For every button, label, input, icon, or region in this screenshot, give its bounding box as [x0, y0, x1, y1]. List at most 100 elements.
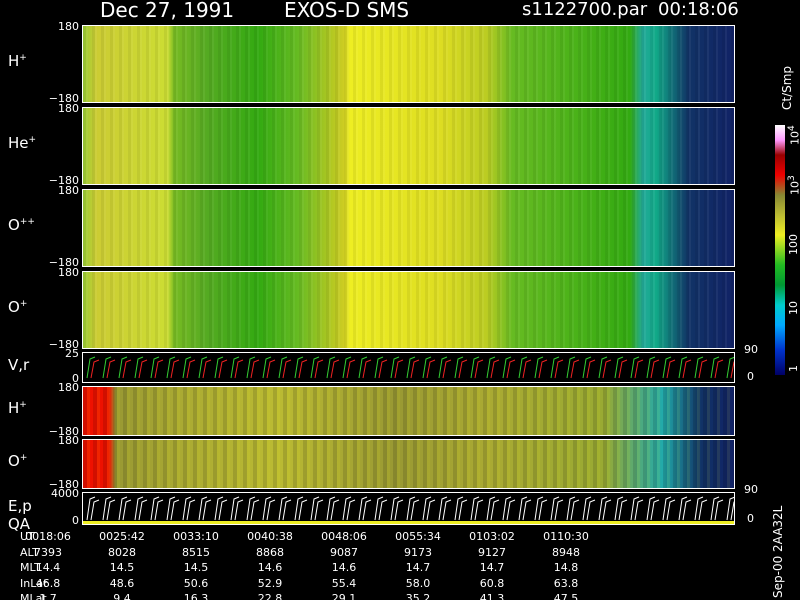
charge: +	[19, 453, 28, 463]
sawtooth-trace	[83, 496, 740, 524]
cell: 47.5	[553, 592, 579, 600]
panel-spec	[82, 107, 735, 185]
panel-label: He+	[8, 136, 36, 151]
cell: 14.7	[405, 561, 431, 574]
axis-top-label: 180	[58, 20, 79, 33]
axis-bottom-label: −180	[48, 338, 79, 351]
panel-label: O++	[8, 218, 35, 233]
cell: 7393	[34, 545, 62, 559]
sawtooth-trace	[86, 356, 740, 379]
panel-lines	[82, 352, 740, 383]
tick-exp: 4	[787, 125, 797, 131]
cell: 8515	[182, 545, 210, 559]
cell: 0048:06	[321, 530, 367, 543]
color-bar-tick: 100	[787, 234, 800, 255]
cell: 60.8	[479, 576, 505, 590]
right-top-label: 90	[744, 343, 758, 356]
cell: 46.8	[35, 576, 61, 590]
charge: +	[28, 135, 37, 145]
row-label: ALT	[20, 545, 39, 559]
panel-label: E,p	[8, 496, 32, 515]
ion: H	[8, 399, 20, 417]
axis-bottom-label: −180	[48, 92, 79, 105]
title-instrument: EXOS-D SMS	[284, 0, 410, 22]
cell: 14.4	[35, 561, 61, 574]
panel-olive	[82, 386, 735, 436]
tick-exp: 3	[787, 175, 797, 181]
right-top-label: 90	[744, 483, 758, 496]
charge: ++	[19, 217, 35, 227]
ion: E,p	[8, 496, 32, 515]
axis-bottom-label: −180	[48, 256, 79, 269]
panel-spec	[82, 271, 735, 349]
cell: 0018:06	[25, 530, 71, 543]
cell: 48.6	[109, 576, 135, 590]
axis-top-label: 180	[58, 184, 79, 197]
axis-top-label: 4000	[51, 487, 79, 500]
row-label: UT	[20, 530, 35, 543]
axis-bottom-label: 0	[72, 372, 79, 385]
cell: 16.3	[183, 592, 209, 600]
cell: 14.5	[109, 561, 135, 574]
color-bar-tick: 1	[787, 365, 800, 372]
cell: 8028	[108, 545, 136, 559]
panel-label: H+	[8, 401, 27, 416]
ion: V,r	[8, 355, 30, 374]
cell: 14.6	[331, 561, 357, 574]
trace	[90, 359, 740, 379]
cell: 0055:34	[395, 530, 441, 543]
axis-top-label: 180	[58, 434, 79, 447]
trace	[86, 356, 736, 379]
cell: 14.8	[553, 561, 579, 574]
axis-top-label: 180	[58, 102, 79, 115]
cell: 0110:30	[543, 530, 589, 543]
axis-bottom-label: 0	[72, 514, 79, 527]
panel-spec	[82, 25, 735, 103]
cell: 35.2	[405, 592, 431, 600]
tick-base: 10	[788, 131, 800, 145]
tick-base: 10	[787, 301, 800, 315]
cell: 9.4	[113, 592, 131, 600]
row-label: InLat	[20, 576, 48, 590]
tick-base: 100	[787, 234, 800, 255]
right-bottom-label: 0	[747, 512, 754, 525]
cell: 55.4	[331, 576, 357, 590]
color-bar-tick: 104	[787, 125, 800, 145]
cell: 52.9	[257, 576, 283, 590]
axis-bottom-label: −180	[48, 174, 79, 187]
cell: 0040:38	[247, 530, 293, 543]
axis-top-label: 180	[58, 266, 79, 279]
tick-base: 10	[788, 181, 800, 195]
cell: 0025:42	[99, 530, 145, 543]
panel-olive	[82, 439, 735, 489]
axis-bottom-label: −180	[48, 425, 79, 438]
right-bottom-label: 0	[747, 370, 754, 383]
cell: 9173	[404, 545, 432, 559]
cell: 9127	[478, 545, 506, 559]
cell: 9087	[330, 545, 358, 559]
panel-label-2: QA	[8, 514, 31, 533]
cell: 14.5	[183, 561, 209, 574]
color-bar-tick: 10	[787, 301, 800, 315]
panel-label: V,r	[8, 355, 30, 374]
footer-stamp: Sep-00 2AA32L	[771, 505, 785, 598]
row-label: MLT	[20, 561, 41, 574]
cell: 29.1	[331, 592, 357, 600]
cell: 58.0	[405, 576, 431, 590]
axis-top-label: 25	[65, 347, 79, 360]
axis-top-label: 180	[58, 381, 79, 394]
charge: +	[19, 53, 27, 63]
cell: 50.6	[183, 576, 209, 590]
ion: O	[8, 216, 20, 234]
ion: H	[8, 52, 20, 70]
cell: 1.7	[39, 592, 57, 600]
panel-lines	[82, 492, 740, 525]
cell: 8948	[552, 545, 580, 559]
panel-label: O+	[8, 300, 27, 315]
title-date: Dec 27, 1991	[100, 0, 235, 22]
row-label: MLat	[20, 592, 47, 600]
tick-base: 1	[787, 365, 800, 372]
charge: +	[19, 299, 28, 309]
panel-spec	[82, 189, 735, 267]
